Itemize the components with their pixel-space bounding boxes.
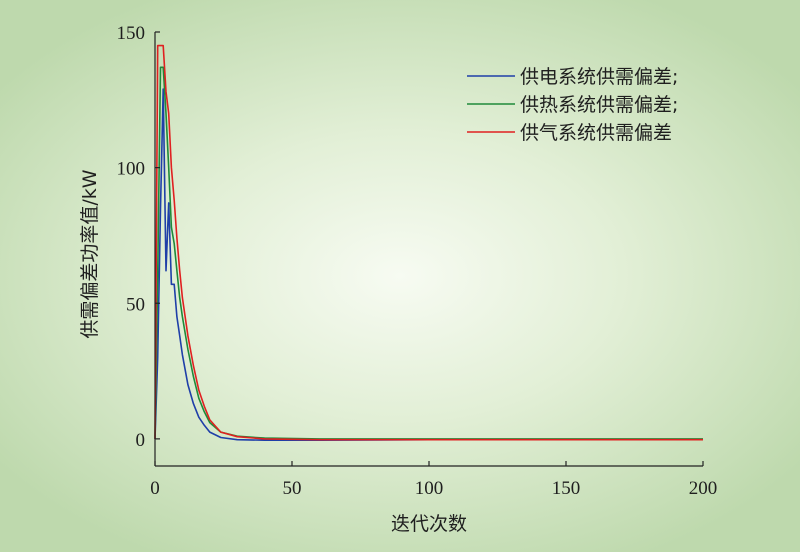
x-tick-label: 200 [689, 478, 718, 499]
legend-label-1: 供电系统供需偏差; [520, 66, 678, 88]
x-tick-label: 100 [415, 478, 444, 499]
series-layer [154, 44, 703, 441]
ticks-layer: 0 50 100 150 200 0 50 100 150 [117, 23, 718, 499]
legend: 供电系统供需偏差; 供热系统供需偏差; 供气系统供需偏差 [467, 66, 678, 144]
y-tick-label: 150 [117, 23, 146, 44]
series-line-1 [154, 88, 703, 441]
x-tick-label: 0 [150, 478, 160, 499]
y-axis-title: 供需偏差功率值/kW [79, 169, 101, 338]
y-tick-label: 50 [126, 294, 145, 315]
y-tick-label: 100 [117, 159, 146, 180]
x-axis-title: 迭代次数 [391, 513, 467, 535]
x-tick-label: 150 [552, 478, 581, 499]
legend-label-2: 供热系统供需偏差; [520, 94, 678, 116]
x-tick-label: 50 [283, 478, 302, 499]
series-line-3 [154, 44, 703, 441]
legend-label-3: 供气系统供需偏差 [520, 122, 672, 144]
y-tick-label: 0 [136, 430, 146, 451]
